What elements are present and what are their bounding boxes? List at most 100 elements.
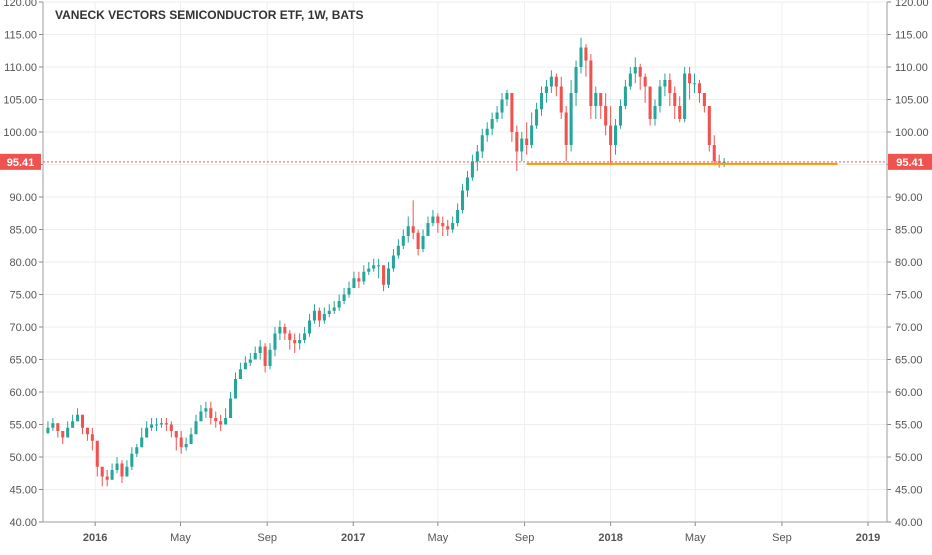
candle	[470, 154, 474, 181]
candle-body	[174, 431, 178, 438]
y-tick-label-left: 80.00	[9, 257, 37, 269]
candle	[209, 401, 213, 425]
y-tick-label-left: 90.00	[9, 192, 37, 204]
candle-body	[456, 210, 460, 223]
candle-body	[421, 236, 425, 249]
candle-body	[140, 437, 144, 448]
candle-body	[495, 112, 499, 119]
candle-body	[56, 423, 60, 431]
candle	[480, 128, 484, 158]
candle	[288, 330, 292, 350]
candle-body	[584, 47, 588, 61]
candle-body	[145, 427, 149, 438]
candle	[135, 444, 139, 457]
candle-body	[224, 418, 228, 425]
candle	[633, 57, 637, 84]
y-tick-label-left: 85.00	[9, 225, 37, 237]
candle-body	[229, 398, 233, 418]
candle-body	[702, 93, 706, 106]
candle	[648, 86, 652, 126]
candle	[500, 93, 504, 119]
candle-body	[382, 265, 386, 285]
candle	[312, 304, 316, 324]
candle-body	[243, 362, 247, 370]
x-tick-label: 2017	[341, 532, 365, 544]
candle	[298, 333, 302, 350]
candle	[712, 135, 716, 165]
candle	[130, 447, 134, 470]
candle-body	[110, 470, 114, 480]
candle	[717, 154, 721, 168]
candle	[539, 86, 544, 116]
candle	[248, 353, 252, 366]
candle	[574, 60, 578, 106]
candle-body	[115, 463, 119, 470]
candle-body	[510, 93, 514, 132]
candle-body	[337, 301, 341, 308]
candle	[441, 216, 445, 236]
candle	[722, 158, 726, 168]
candle	[614, 119, 618, 155]
y-tick-label-left: 75.00	[9, 290, 37, 302]
candle-body	[159, 423, 163, 425]
candle	[293, 333, 297, 353]
candle	[61, 431, 65, 444]
candle-body	[520, 138, 524, 152]
candle-body	[184, 444, 188, 448]
candle-body	[194, 421, 198, 435]
candle	[411, 200, 415, 240]
x-tick-label: Sep	[772, 532, 792, 544]
y-tick-label-right: 75.00	[895, 290, 923, 302]
candle-body	[391, 255, 395, 269]
candle-body	[564, 112, 568, 145]
candle	[233, 372, 238, 399]
candle-body	[416, 232, 420, 249]
candle	[431, 210, 435, 227]
candle	[707, 106, 711, 152]
candle-body	[490, 119, 494, 129]
candle-body	[436, 216, 440, 223]
grid-layer	[43, 1, 887, 523]
candle	[357, 271, 361, 288]
candle-body	[51, 423, 55, 428]
candle	[520, 132, 524, 162]
candle-body	[357, 278, 361, 282]
candle-body	[273, 333, 277, 350]
candle	[678, 96, 682, 123]
candle	[668, 73, 672, 106]
candle	[623, 80, 627, 110]
candle-body	[278, 327, 282, 334]
candle	[584, 44, 588, 77]
candle-body	[549, 76, 553, 87]
candle	[485, 122, 489, 142]
candle	[599, 93, 603, 119]
candle-body	[480, 135, 484, 152]
y-tick-label-right: 80.00	[895, 257, 923, 269]
candle-body	[544, 86, 548, 93]
candle	[66, 421, 70, 438]
candle	[140, 427, 144, 448]
candle-body	[668, 80, 672, 93]
x-tick-label: 2019	[856, 532, 880, 544]
y-tick-label-right: 115.00	[895, 30, 928, 42]
candle	[273, 327, 277, 357]
candle-body	[253, 353, 257, 360]
last-price-label-right: 95.41	[896, 157, 924, 169]
candle-body	[663, 80, 667, 87]
candle-body	[46, 427, 50, 433]
candle-body	[574, 67, 578, 93]
candle-body	[465, 177, 469, 191]
x-tick-label: Sep	[257, 532, 277, 544]
y-tick-label-right: 120.00	[895, 0, 929, 9]
candle-body	[199, 411, 203, 422]
candle-body	[258, 346, 262, 353]
candle	[253, 346, 257, 360]
candle	[658, 80, 662, 113]
candle	[688, 67, 692, 100]
candle	[372, 258, 376, 272]
candle-body	[589, 60, 593, 106]
candle	[159, 418, 163, 428]
candle-body	[248, 359, 252, 363]
candle	[416, 229, 420, 256]
candle-body	[303, 333, 307, 340]
